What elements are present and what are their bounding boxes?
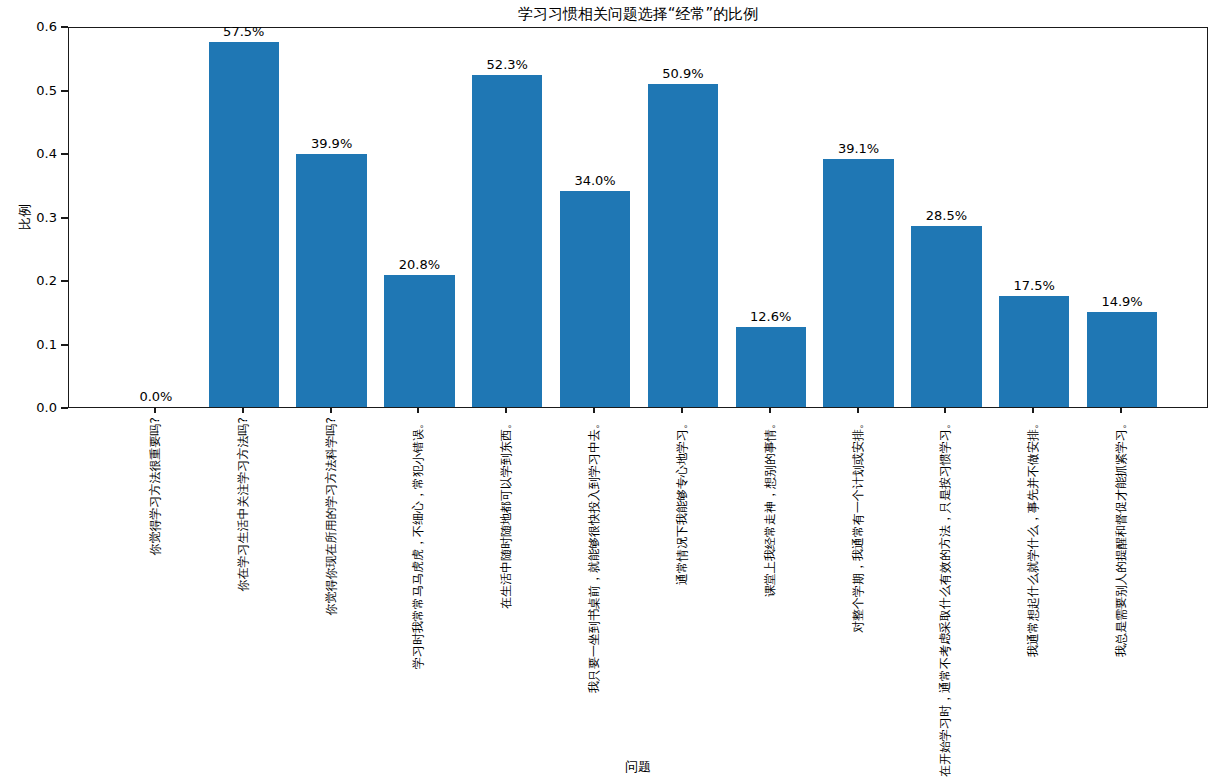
x-tick-mark <box>593 408 595 413</box>
x-tick-mark <box>242 408 244 413</box>
y-tick-label: 0.6 <box>7 19 57 35</box>
y-tick-label: 0.5 <box>7 83 57 99</box>
y-tick-mark <box>61 217 68 219</box>
x-tick-label: 你在学习生活中关注学习方法吗? <box>236 417 250 591</box>
y-tick-label: 0.1 <box>7 337 57 353</box>
y-tick-label: 0.4 <box>7 146 57 162</box>
bar-value-label: 52.3% <box>487 57 528 72</box>
bar-value-label: 39.1% <box>838 141 879 156</box>
bar-value-label: 14.9% <box>1101 294 1142 309</box>
bar-value-label: 50.9% <box>662 66 703 81</box>
plot-area: 0.0% 57.5% 39.9% 20.8% 52.3% 34.0% 50.9% 12.6% 3… <box>68 27 1208 408</box>
bar-value-label: 34.0% <box>574 173 615 188</box>
bar <box>296 154 366 407</box>
x-tick-mark <box>681 408 683 413</box>
bar <box>209 42 279 407</box>
y-tick-mark <box>61 26 68 28</box>
bar <box>736 327 806 407</box>
x-tick-label: 课堂上我经常走神，想别的事情。 <box>763 417 777 597</box>
y-tick-label: 0.0 <box>7 400 57 416</box>
x-tick-mark <box>944 408 946 413</box>
x-tick-mark <box>330 408 332 413</box>
x-tick-label: 我只要一坐到书桌前，就能够很快投入到学习中去。 <box>587 417 601 693</box>
y-tick-mark <box>61 344 68 346</box>
x-tick-mark <box>1120 408 1122 413</box>
bar <box>823 159 893 407</box>
x-tick-label: 你觉得学习方法很重要吗? <box>148 417 162 555</box>
x-tick-mark <box>154 408 156 413</box>
x-tick-label: 我通常想起什么就学什么，事先并不做安排。 <box>1026 417 1040 657</box>
bar-value-label: 12.6% <box>750 309 791 324</box>
x-tick-mark <box>505 408 507 413</box>
y-tick-mark <box>61 153 68 155</box>
x-tick-mark <box>1032 408 1034 413</box>
bar <box>911 226 981 407</box>
bar <box>560 191 630 407</box>
y-tick-label: 0.3 <box>7 210 57 226</box>
bar-value-label: 20.8% <box>399 257 440 272</box>
bar-value-label: 57.5% <box>223 24 264 39</box>
bar <box>1087 312 1157 407</box>
x-tick-label: 对整个学期，我通常有一个计划或安排。 <box>851 417 865 633</box>
x-tick-label: 通常情况下我能够专心地学习。 <box>675 417 689 585</box>
bar-value-label: 0.0% <box>139 389 172 404</box>
bar <box>384 275 454 407</box>
bar <box>472 75 542 407</box>
x-tick-mark <box>857 408 859 413</box>
x-tick-label: 我总是需要别人的提醒和督促才能抓紧学习。 <box>1114 417 1128 657</box>
bar-value-label: 39.9% <box>311 136 352 151</box>
x-tick-label: 学习时我常常马马虎虎，不细心，常犯小错误。 <box>411 417 425 669</box>
y-tick-mark <box>61 90 68 92</box>
y-tick-mark <box>61 280 68 282</box>
chart-title: 学习习惯相关问题选择“经常”的比例 <box>68 5 1208 24</box>
x-axis-label: 问题 <box>68 758 1208 776</box>
bar <box>999 296 1069 407</box>
x-tick-label: 在开始学习时，通常不考虑采取什么有效的方法，只是按习惯学习。 <box>938 417 952 777</box>
y-tick-mark <box>61 407 68 409</box>
x-tick-label: 你觉得你现在所用的学习方法科学吗? <box>324 417 338 615</box>
bar-value-label: 17.5% <box>1014 278 1055 293</box>
y-tick-label: 0.2 <box>7 273 57 289</box>
bars-layer: 0.0%57.5%39.9%20.8%52.3%34.0%50.9%12.6%3… <box>69 28 1207 407</box>
x-tick-mark <box>769 408 771 413</box>
bar-chart-figure: 学习习惯相关问题选择“经常”的比例 比例 0.0%57.5%39.9%20.8%… <box>0 0 1221 783</box>
x-tick-label: 在生活中随时随地都可以学到东西。 <box>499 417 513 609</box>
x-tick-mark <box>417 408 419 413</box>
bar-value-label: 28.5% <box>926 208 967 223</box>
bar <box>648 84 718 407</box>
